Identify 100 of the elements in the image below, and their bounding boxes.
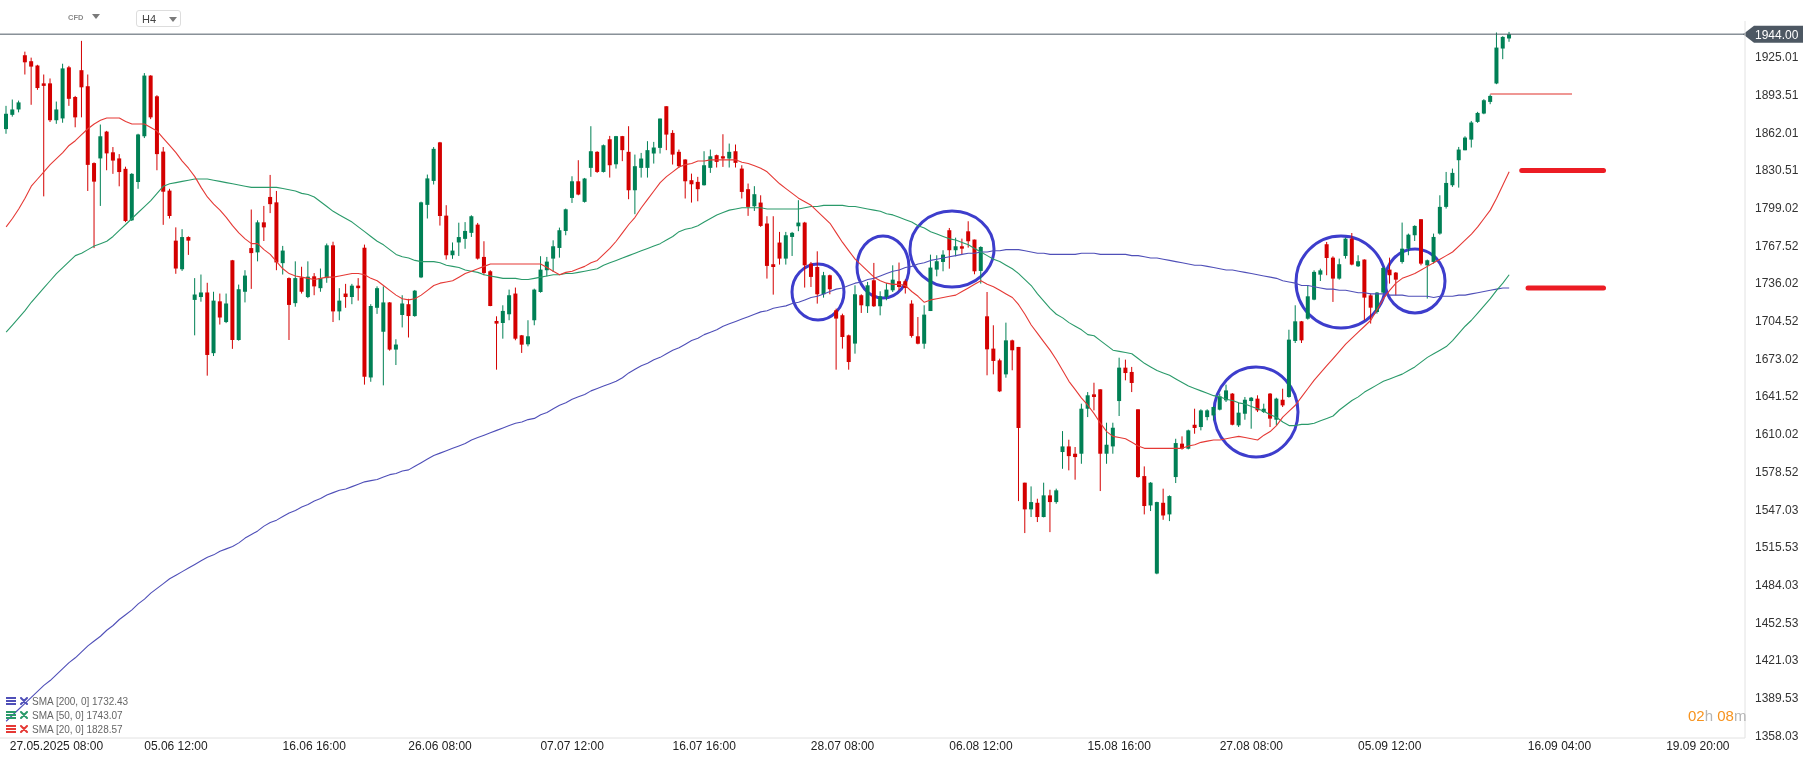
line-series [5,249,1510,722]
y-tick-label: 1736.02 [1755,276,1799,291]
candlestick [4,105,8,135]
candlestick [746,183,751,217]
candlestick [1236,402,1241,428]
candlestick [1035,498,1040,523]
candlestick [305,260,310,299]
y-tick-label: 1641.52 [1755,389,1799,404]
candlestick [934,254,939,277]
candlestick [393,338,398,366]
candlestick [1060,430,1065,470]
candlestick [1104,422,1109,465]
x-tick-label: 16.07 16:00 [672,738,737,753]
x-tick-label: 28.07 08:00 [810,738,875,753]
candlestick [878,290,883,316]
candlestick [469,214,474,238]
candlestick [280,245,285,276]
candlestick [1274,397,1279,426]
candlestick [676,149,681,169]
candlestick [695,176,700,202]
candlestick [1242,396,1247,421]
candlestick [224,293,229,324]
candlestick [739,164,744,200]
candlestick [500,304,505,340]
candlestick [1406,233,1411,256]
candlestick [1450,168,1455,188]
candlestick [645,140,650,179]
candlestick [1192,408,1197,435]
candlestick [1066,439,1071,471]
candlestick [840,313,845,350]
candlestick [507,289,512,321]
annotation: 02h 08m [1688,707,1747,724]
candlestick [588,125,593,178]
candlestick [1010,339,1015,371]
candlestick [110,146,115,175]
candlestick [702,150,707,187]
candlestick [651,141,656,165]
x-tick-label: 06.08 12:00 [949,738,1013,753]
candlestick [217,293,222,326]
candlestick [538,255,543,294]
candlestick [268,174,273,214]
x-tick-label: 16.06 16:00 [282,738,347,753]
candlestick [400,294,405,328]
x-tick-label: 19.09 20:00 [1666,738,1730,753]
candlestick [1091,382,1096,411]
candlestick [98,124,103,207]
candlestick [494,315,499,371]
y-tick-label: 1389.53 [1755,691,1799,706]
candlestick [41,74,46,197]
candlestick [1400,222,1405,265]
candlestick [318,268,323,293]
y-tick-label: 1673.02 [1755,351,1799,366]
candlestick [582,177,587,204]
candlestick [821,271,826,299]
candlestick [117,153,122,187]
y-tick-label: 1862.01 [1755,125,1799,140]
candlestick [1356,254,1361,268]
candlestick [758,194,763,228]
candlestick [35,64,40,91]
y-tick-label: 1358.03 [1755,728,1799,743]
candlestick [261,205,266,242]
candlestick [349,283,354,305]
x-tick-label: 27.05.2025 08:00 [9,738,104,753]
candlestick [79,40,84,118]
candlestick [1167,494,1172,522]
candlestick [1305,284,1310,321]
candlestick [312,272,317,296]
candlestick [991,324,996,375]
candlestick [777,231,782,266]
candlestick [752,185,757,212]
candlestick [1148,481,1153,512]
candlestick [456,222,461,257]
candlestick [953,237,958,257]
candlestick [557,227,562,259]
ref-line-label: 1944.00 [1755,27,1799,42]
candlestick [29,57,34,106]
candlestick [375,285,380,315]
x-tick-label: 05.06 12:00 [144,738,208,753]
y-tick-label: 1421.03 [1755,653,1799,668]
candlestick [1393,271,1398,296]
candlestick [576,159,581,196]
y-tick-label: 1799.02 [1755,200,1799,215]
candlestick [966,220,971,249]
candlestick [1073,446,1078,481]
candlestick [783,231,788,266]
candlestick [639,152,644,179]
candlestick [978,245,983,285]
y-tick-label: 1767.52 [1755,238,1799,253]
candlestick [1469,120,1474,149]
candlestick [1041,482,1046,518]
candlestick [1368,293,1373,325]
line-series [5,178,1510,427]
y-tick-label: 1452.53 [1755,615,1799,630]
candlestick [1161,488,1166,521]
candlestick [595,150,600,174]
candlestick [54,101,59,125]
candlestick [299,266,304,295]
line-series [5,117,1510,449]
y-tick-label: 1830.51 [1755,163,1799,178]
y-tick-label: 1893.51 [1755,87,1799,102]
